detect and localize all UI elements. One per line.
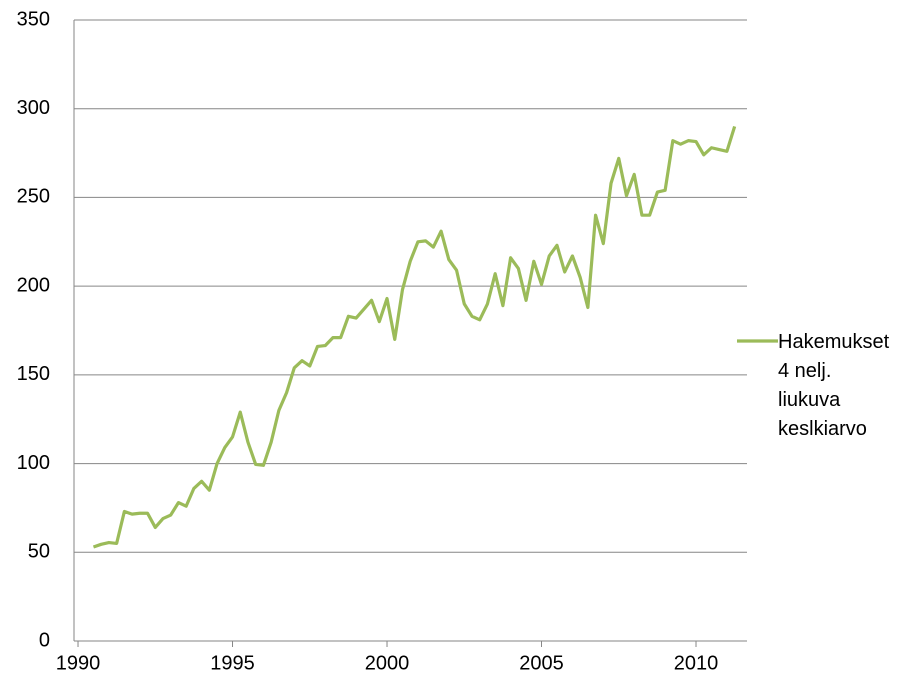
x-tick-label: 1995: [210, 652, 255, 674]
y-tick-label: 200: [17, 274, 50, 296]
legend-text: Hakemukset 4 nelj. liukuva keslkiarvo: [778, 331, 890, 440]
y-tick-label: 300: [17, 97, 50, 119]
y-tick-label: 150: [17, 363, 50, 385]
x-tick-label: 2010: [674, 652, 719, 674]
y-tick-label: 250: [17, 186, 50, 208]
y-tick-label: 100: [17, 452, 50, 474]
y-tick-label: 350: [17, 8, 50, 30]
x-tick-label: 1990: [56, 652, 101, 674]
data-line: [92, 125, 737, 549]
y-tick-label: 50: [28, 541, 50, 563]
x-tick-label: 2000: [365, 652, 410, 674]
y-tick-label: 0: [39, 629, 50, 651]
x-tick-label: 2005: [519, 652, 564, 674]
